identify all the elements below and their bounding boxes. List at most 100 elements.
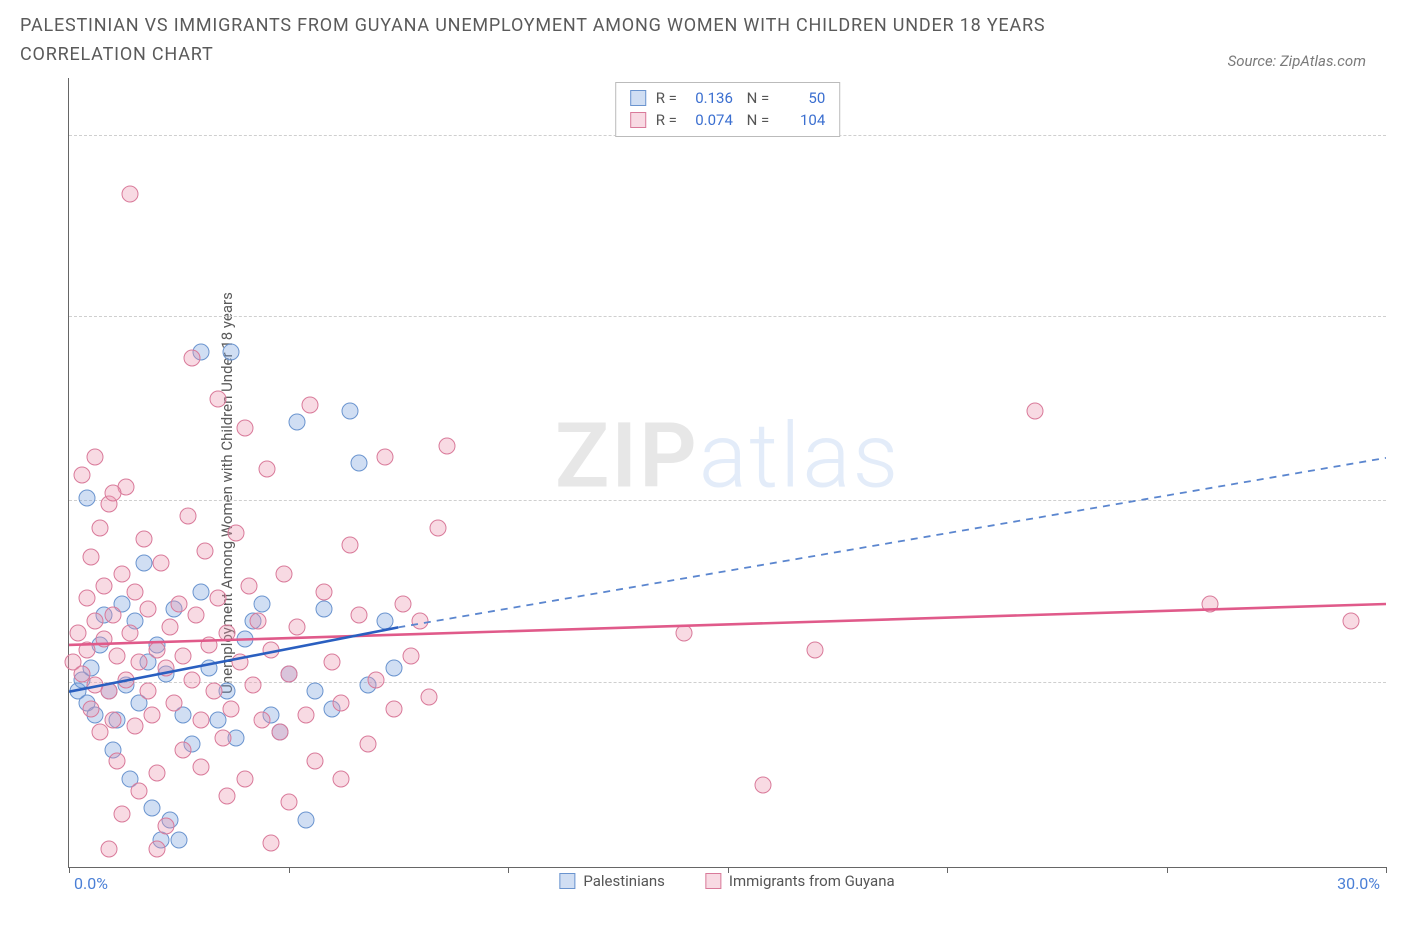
data-point	[289, 414, 306, 431]
data-point	[675, 624, 692, 641]
data-point	[78, 642, 95, 659]
data-point	[429, 519, 446, 536]
data-point	[170, 595, 187, 612]
data-point	[153, 554, 170, 571]
data-point	[412, 613, 429, 630]
data-point	[254, 595, 271, 612]
data-point	[350, 607, 367, 624]
data-point	[104, 607, 121, 624]
plot-area: ZIPatlas R =0.136 N =50 R =0.074 N =104 …	[68, 78, 1386, 868]
data-point	[276, 566, 293, 583]
legend-palestinians: Palestinians	[559, 872, 665, 890]
x-min-label: 0.0%	[74, 874, 108, 893]
data-point	[210, 391, 227, 408]
data-point	[148, 642, 165, 659]
data-point	[359, 735, 376, 752]
x-max-label: 30.0%	[1337, 874, 1380, 893]
data-point	[175, 741, 192, 758]
data-point	[87, 449, 104, 466]
data-point	[262, 642, 279, 659]
data-point	[201, 659, 218, 676]
data-point	[368, 671, 385, 688]
data-point	[315, 583, 332, 600]
data-point	[324, 654, 341, 671]
data-point	[170, 832, 187, 849]
data-point	[754, 776, 771, 793]
data-point	[236, 770, 253, 787]
data-point	[223, 700, 240, 717]
data-point	[333, 694, 350, 711]
data-point	[258, 461, 275, 478]
data-point	[249, 613, 266, 630]
data-point	[126, 718, 143, 735]
data-point	[306, 683, 323, 700]
data-point	[1202, 595, 1219, 612]
data-point	[192, 712, 209, 729]
data-point	[96, 630, 113, 647]
data-point	[201, 636, 218, 653]
data-point	[69, 624, 86, 641]
data-point	[140, 601, 157, 618]
x-axis: 0.0% Palestinians Immigrants from Guyana…	[68, 868, 1386, 908]
data-point	[205, 683, 222, 700]
data-point	[131, 782, 148, 799]
legend-guyana: Immigrants from Guyana	[705, 872, 895, 890]
data-point	[104, 712, 121, 729]
data-point	[166, 694, 183, 711]
data-point	[280, 665, 297, 682]
data-point	[100, 683, 117, 700]
data-point	[131, 654, 148, 671]
data-point	[192, 759, 209, 776]
data-point	[377, 613, 394, 630]
data-point	[109, 648, 126, 665]
data-point	[240, 578, 257, 595]
data-point	[223, 344, 240, 361]
data-point	[807, 642, 824, 659]
data-point	[245, 677, 262, 694]
stats-row-guyana: R =0.074 N =104	[630, 109, 826, 132]
watermark: ZIPatlas	[555, 404, 900, 509]
data-point	[341, 537, 358, 554]
data-point	[254, 712, 271, 729]
data-point	[100, 841, 117, 858]
data-point	[438, 437, 455, 454]
data-point	[280, 794, 297, 811]
legend-label: Palestinians	[583, 872, 665, 890]
data-point	[262, 835, 279, 852]
data-point	[140, 683, 157, 700]
data-point	[298, 706, 315, 723]
data-point	[1342, 613, 1359, 630]
data-point	[219, 624, 236, 641]
y-tick-label: 12.5%	[1396, 473, 1406, 492]
data-point	[306, 753, 323, 770]
data-point	[219, 788, 236, 805]
data-point	[183, 350, 200, 367]
data-point	[403, 648, 420, 665]
data-point	[232, 654, 249, 671]
data-point	[82, 700, 99, 717]
data-point	[126, 583, 143, 600]
stats-legend-box: R =0.136 N =50 R =0.074 N =104	[615, 82, 841, 137]
data-point	[113, 806, 130, 823]
data-point	[148, 765, 165, 782]
data-point	[104, 484, 121, 501]
correlation-chart: Unemployment Among Women with Children U…	[20, 78, 1386, 908]
data-point	[377, 449, 394, 466]
chart-title: PALESTINIAN VS IMMIGRANTS FROM GUYANA UN…	[20, 12, 1160, 70]
data-point	[161, 618, 178, 635]
swatch-palestinians-icon	[559, 873, 575, 889]
data-point	[315, 601, 332, 618]
data-point	[122, 186, 139, 203]
data-point	[289, 618, 306, 635]
data-point	[122, 624, 139, 641]
data-point	[78, 490, 95, 507]
data-point	[236, 630, 253, 647]
data-point	[271, 724, 288, 741]
series-legend: Palestinians Immigrants from Guyana	[559, 872, 894, 890]
y-tick-label: 6.3%	[1396, 654, 1406, 673]
swatch-guyana	[630, 112, 646, 128]
data-point	[118, 671, 135, 688]
data-point	[298, 811, 315, 828]
data-point	[113, 566, 130, 583]
data-point	[197, 543, 214, 560]
